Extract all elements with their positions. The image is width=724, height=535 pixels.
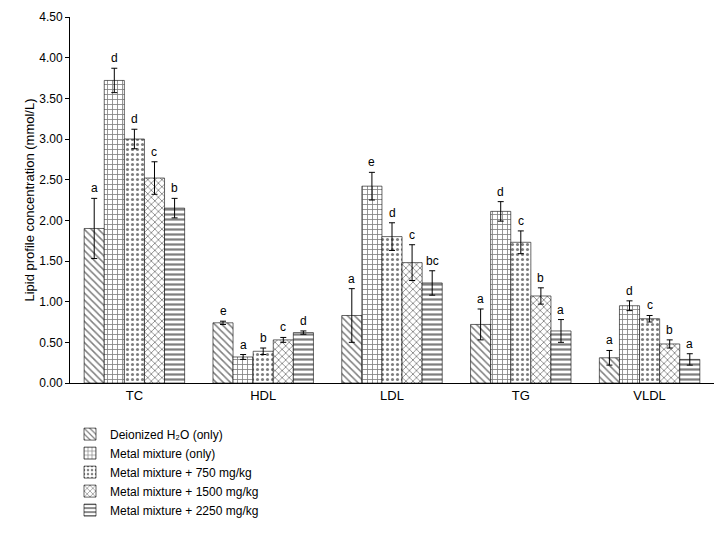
svg-text:1.00: 1.00 xyxy=(39,295,63,309)
svg-text:a: a xyxy=(606,333,613,347)
svg-text:Metal mixture + 2250 mg/kg: Metal mixture + 2250 mg/kg xyxy=(110,504,258,518)
svg-text:Deionized H₂O (only): Deionized H₂O (only) xyxy=(110,428,223,442)
svg-text:Metal mixture + 750 mg/kg: Metal mixture + 750 mg/kg xyxy=(110,466,252,480)
svg-text:Metal mixture (only): Metal mixture (only) xyxy=(110,447,215,461)
svg-text:2.50: 2.50 xyxy=(39,173,63,187)
svg-text:e: e xyxy=(368,155,375,169)
svg-text:LDL: LDL xyxy=(380,388,404,403)
svg-text:a: a xyxy=(686,337,693,351)
svg-text:a: a xyxy=(348,272,355,286)
svg-text:e: e xyxy=(220,304,227,318)
svg-text:d: d xyxy=(497,185,504,199)
svg-text:Metal mixture + 1500 mg/kg: Metal mixture + 1500 mg/kg xyxy=(110,485,258,499)
svg-text:0.50: 0.50 xyxy=(39,336,63,350)
svg-text:2.00: 2.00 xyxy=(39,214,63,228)
svg-text:a: a xyxy=(477,292,484,306)
svg-text:VLDL: VLDL xyxy=(633,388,666,403)
svg-text:Lipid profile concentration (m: Lipid profile concentration (mmol/L) xyxy=(22,98,37,301)
svg-text:a: a xyxy=(91,181,98,195)
svg-text:HDL: HDL xyxy=(250,388,276,403)
svg-text:d: d xyxy=(131,112,138,126)
svg-text:d: d xyxy=(389,206,396,220)
svg-text:c: c xyxy=(647,298,653,312)
svg-text:3.00: 3.00 xyxy=(39,132,63,146)
svg-text:c: c xyxy=(409,228,415,242)
svg-text:b: b xyxy=(171,181,178,195)
svg-text:c: c xyxy=(518,214,524,228)
svg-text:4.50: 4.50 xyxy=(39,10,63,24)
svg-text:d: d xyxy=(111,51,118,65)
svg-text:3.50: 3.50 xyxy=(39,92,63,106)
svg-text:4.00: 4.00 xyxy=(39,51,63,65)
svg-text:d: d xyxy=(300,314,307,328)
svg-text:b: b xyxy=(260,331,267,345)
svg-text:b: b xyxy=(537,271,544,285)
svg-text:c: c xyxy=(280,320,286,334)
svg-text:c: c xyxy=(151,145,157,159)
svg-text:d: d xyxy=(626,284,633,298)
svg-text:a: a xyxy=(240,338,247,352)
svg-text:0.00: 0.00 xyxy=(39,376,63,390)
svg-text:1.50: 1.50 xyxy=(39,254,63,268)
svg-text:TG: TG xyxy=(512,388,530,403)
svg-text:bc: bc xyxy=(426,254,439,268)
svg-text:a: a xyxy=(557,303,564,317)
svg-text:TC: TC xyxy=(126,388,143,403)
svg-text:b: b xyxy=(666,323,673,337)
